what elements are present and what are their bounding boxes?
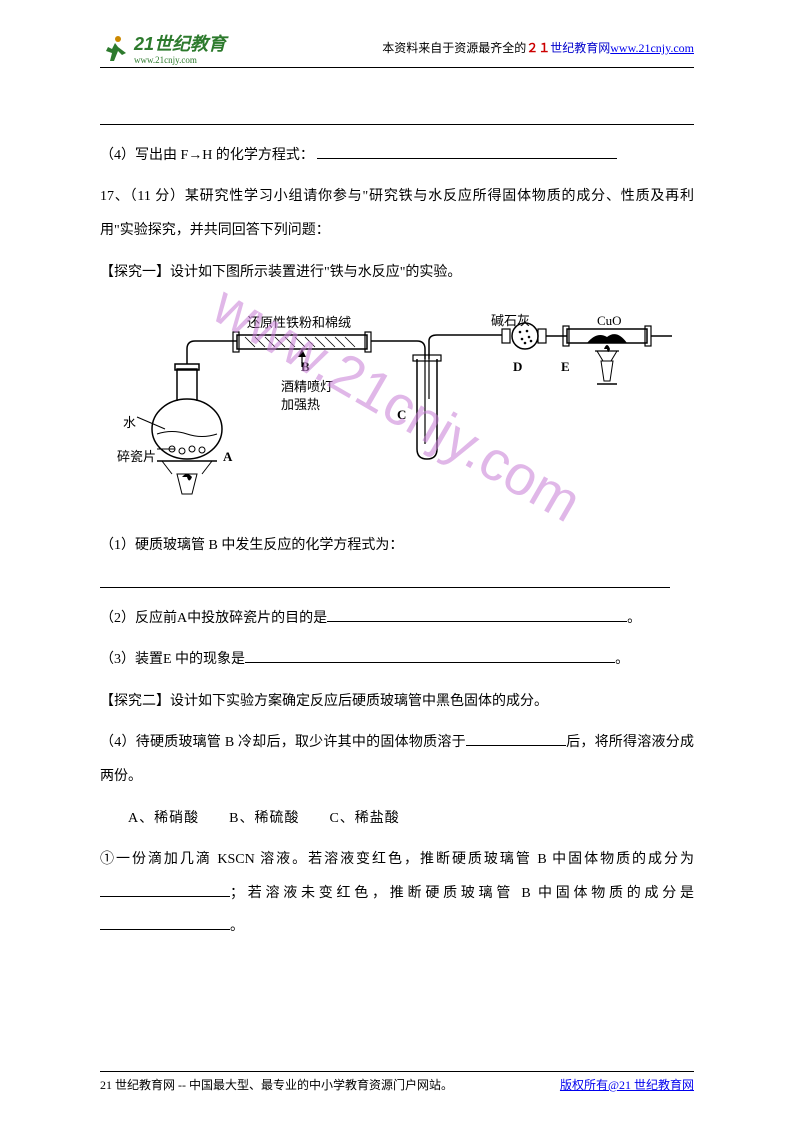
source-brand-21: ２１ xyxy=(526,41,550,55)
label-e: E xyxy=(561,351,570,382)
blank-q4b xyxy=(466,732,566,746)
label-d: D xyxy=(513,351,522,382)
runner-icon xyxy=(100,33,130,63)
question-17-intro: 17、（11 分）某研究性学习小组请你参与"研究铁与水反应所得固体物质的成分、性… xyxy=(100,180,694,247)
label-chips: 碎瓷片 xyxy=(117,441,156,472)
c1-pre: ①一份滴加几滴 KSCN 溶液。若溶液变红色，推断硬质玻璃管 B 中固体物质的成… xyxy=(100,852,694,867)
page-footer: 21 世纪教育网 -- 中国最大型、最专业的中小学教育资源门户网站。 版权所有@… xyxy=(100,1071,694,1093)
question-2: （2）反应前A中投放碎瓷片的目的是。 xyxy=(100,602,694,636)
logo-text: 21世纪教育 xyxy=(134,34,226,54)
q3-text: （3）装置E 中的现象是 xyxy=(100,652,245,667)
q4b-pre: （4）待硬质玻璃管 B 冷却后，取少许其中的固体物质溶于 xyxy=(100,735,466,750)
label-c: C xyxy=(397,399,406,430)
q4-text: （4）写出由 F→H 的化学方程式： xyxy=(100,148,314,163)
footer-left: 21 世纪教育网 -- 中国最大型、最专业的中小学教育资源门户网站。 xyxy=(100,1076,453,1093)
exploration-2-title: 【探究二】设计如下实验方案确定反应后硬质玻璃管中黑色固体的成分。 xyxy=(100,685,694,719)
question-4b: （4）待硬质玻璃管 B 冷却后，取少许其中的固体物质溶于后，将所得溶液分成两份。 xyxy=(100,726,694,793)
content: （4）写出由 F→H 的化学方程式： 17、（11 分）某研究性学习小组请你参与… xyxy=(100,108,694,944)
blank-c1a xyxy=(100,883,230,897)
q2-text: （2）反应前A中投放碎瓷片的目的是 xyxy=(100,611,327,626)
blank-q2 xyxy=(327,621,627,622)
c1-mid: ；若溶液未变红色，推断硬质玻璃管 B 中固体物质的成分是 xyxy=(230,886,694,901)
footer-right-link[interactable]: 版权所有@21 世纪教育网 xyxy=(560,1076,694,1093)
label-b-text: 还原性铁粉和棉绒 xyxy=(247,307,351,338)
label-a: A xyxy=(223,441,232,472)
logo: 21世纪教育 www.21cnjy.com xyxy=(100,30,226,65)
blank-q1 xyxy=(100,571,670,588)
source-prefix: 本资料来自于资源最齐全的 xyxy=(382,41,526,55)
page-header: 21世纪教育 www.21cnjy.com 本资料来自于资源最齐全的２１世纪教育… xyxy=(100,30,694,68)
q17-text: 17、（11 分）某研究性学习小组请你参与"研究铁与水反应所得固体物质的成分、性… xyxy=(100,189,694,238)
blank-q4 xyxy=(317,158,617,159)
header-source: 本资料来自于资源最齐全的２１世纪教育网www.21cnjy.com xyxy=(382,39,694,56)
label-heat: 加强热 xyxy=(281,389,320,420)
label-cuo: CuO xyxy=(597,305,622,336)
options-abc: A、稀硝酸 B、稀硫酸 C、稀盐酸 xyxy=(128,802,694,836)
label-water: 水 xyxy=(123,407,136,438)
source-brand-name: 世纪教育网 xyxy=(550,41,610,55)
question-4: （4）写出由 F→H 的化学方程式： xyxy=(100,139,694,173)
blank-c1b xyxy=(100,916,230,930)
circle-1: ①一份滴加几滴 KSCN 溶液。若溶液变红色，推断硬质玻璃管 B 中固体物质的成… xyxy=(100,843,694,944)
question-1: （1）硬质玻璃管 B 中发生反应的化学方程式为： xyxy=(100,529,694,563)
blank-q3 xyxy=(245,662,615,663)
source-url[interactable]: www.21cnjy.com xyxy=(610,41,694,55)
apparatus-diagram: 还原性铁粉和棉绒 B 酒精喷灯 加强热 水 碎瓷片 A C 碱石灰 D CuO … xyxy=(117,299,677,509)
logo-url: www.21cnjy.com xyxy=(134,56,226,65)
label-lime: 碱石灰 xyxy=(491,305,530,336)
exploration-1-title: 【探究一】设计如下图所示装置进行"铁与水反应"的实验。 xyxy=(100,256,694,290)
blank-line-top xyxy=(100,108,694,125)
question-3: （3）装置E 中的现象是。 xyxy=(100,643,694,677)
